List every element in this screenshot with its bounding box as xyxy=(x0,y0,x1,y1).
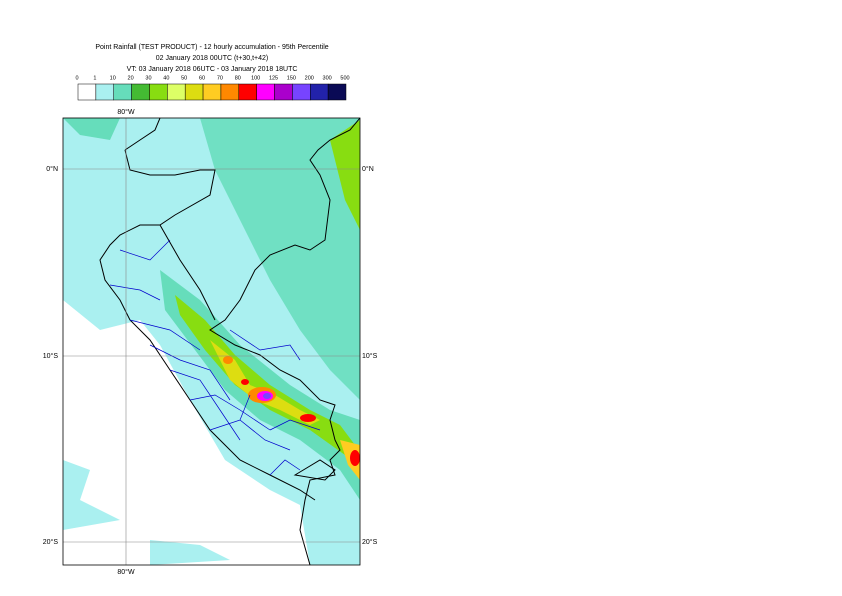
map-labels: 80°W 80°W 0°N 0°N 10°S 10°S 20°S 20°S xyxy=(43,108,378,576)
legend-label: 0 xyxy=(75,75,78,81)
lat-label: 10°S xyxy=(362,352,378,360)
graticule xyxy=(63,118,360,565)
legend-label: 100 xyxy=(251,75,260,81)
legend-label: 10 xyxy=(110,75,116,81)
border xyxy=(209,118,360,565)
legend-swatch xyxy=(292,83,311,101)
legend-swatch xyxy=(167,83,186,101)
lat-label: 0°N xyxy=(46,165,58,173)
lake xyxy=(293,459,336,481)
core xyxy=(241,379,249,385)
lon-label: 80°W xyxy=(117,108,135,116)
legend-swatch xyxy=(274,83,293,101)
legend-label: 80 xyxy=(235,75,241,81)
map-frame xyxy=(62,117,361,566)
legend-label: 150 xyxy=(287,75,296,81)
legend-swatch xyxy=(327,83,347,101)
lat-label: 0°N xyxy=(362,165,374,173)
legend-label: 20 xyxy=(128,75,134,81)
title-line: 02 January 2018 00UTC (t+30,t+42) xyxy=(156,55,268,62)
legend-label: 60 xyxy=(199,75,205,81)
legend-label: 1 xyxy=(93,75,96,81)
borders xyxy=(99,118,360,565)
legend-swatch xyxy=(310,83,329,101)
moderate-rain xyxy=(200,118,360,400)
legend-swatch xyxy=(238,83,257,101)
lat-label: 20°S xyxy=(43,538,59,546)
legend-swatch xyxy=(149,83,168,101)
core xyxy=(350,450,360,466)
legend-label: 500 xyxy=(340,75,349,81)
lat-label: 20°S xyxy=(362,538,378,546)
legend-swatch xyxy=(95,83,114,101)
legend-label: 200 xyxy=(305,75,314,81)
legend-swatch xyxy=(220,83,240,101)
border xyxy=(159,224,216,321)
light-rain xyxy=(63,460,230,565)
coastline xyxy=(99,118,316,501)
core xyxy=(223,356,233,364)
heavy-rain xyxy=(330,120,360,230)
legend-label: 50 xyxy=(181,75,187,81)
map xyxy=(62,117,361,566)
legend-label: 40 xyxy=(163,75,169,81)
legend-swatch xyxy=(77,83,97,101)
legend-label: 30 xyxy=(145,75,151,81)
legend-label: 125 xyxy=(269,75,278,81)
legend-label: 300 xyxy=(323,75,332,81)
title-line: VT: 03 January 2018 06UTC - 03 January 2… xyxy=(127,66,298,73)
legend-swatch xyxy=(202,83,222,101)
regions xyxy=(109,239,321,476)
core xyxy=(263,393,271,399)
dry-area xyxy=(63,300,310,565)
legend-swatch xyxy=(113,83,132,101)
legend: 0 1 10 20 30 40 50 60 70 80 100 125 150 200 300 500 xyxy=(75,75,350,101)
legend-swatch xyxy=(256,83,275,101)
legend-label: 70 xyxy=(217,75,223,81)
lat-label: 10°S xyxy=(43,352,59,360)
lon-label: 80°W xyxy=(117,568,135,576)
legend-swatch xyxy=(184,83,204,101)
legend-swatch xyxy=(131,83,150,101)
title-line: Point Rainfall (TEST PRODUCT) - 12 hourl… xyxy=(95,44,328,51)
core xyxy=(300,414,316,422)
heavy-rain xyxy=(175,295,360,470)
moderate-rain xyxy=(63,118,120,140)
